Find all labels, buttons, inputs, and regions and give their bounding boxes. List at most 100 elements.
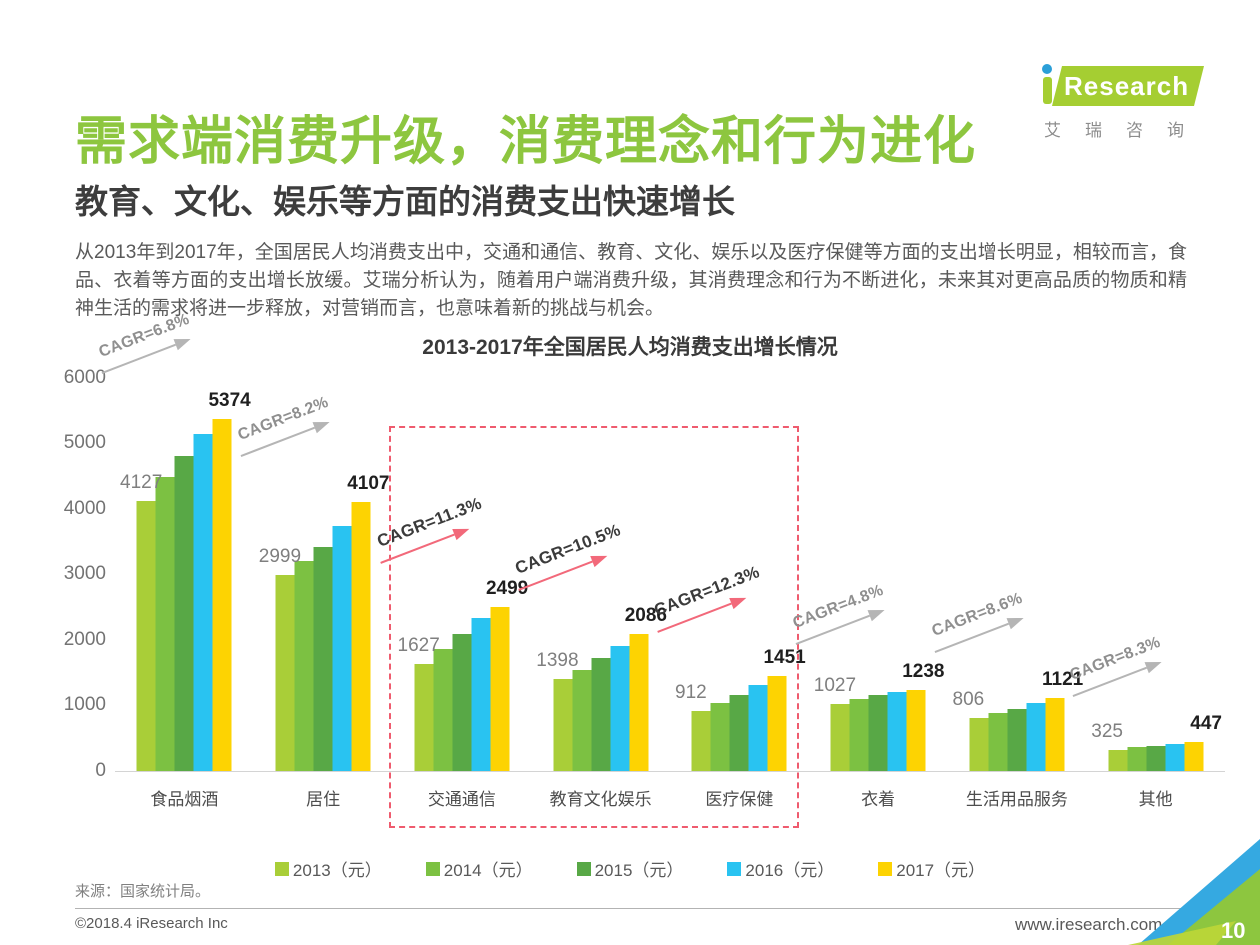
cagr-arrow-icon xyxy=(101,338,191,374)
cagr-arrow-icon xyxy=(934,617,1024,653)
plot-area: 4127 5374 CAGR=6.8% 2999 4107 CAGR=8.2% 1627 24… xyxy=(97,311,1225,772)
logo-i-dot-icon xyxy=(1042,64,1052,74)
cagr-arrow-icon xyxy=(795,609,885,645)
x-axis-label: 食品烟酒 xyxy=(150,790,219,809)
logo-i-stem-icon xyxy=(1043,77,1052,104)
bar xyxy=(553,679,573,771)
bar xyxy=(767,676,787,771)
cagr-arrow-icon xyxy=(518,555,608,591)
legend-swatch-icon xyxy=(274,861,289,876)
bar xyxy=(729,695,749,771)
cagr-arrow-icon xyxy=(1072,661,1162,697)
bar-cluster xyxy=(830,690,926,771)
cagr-arrow-icon xyxy=(240,421,330,457)
value-label-last-year: 1451 xyxy=(763,647,806,668)
legend-item: 2015（元） xyxy=(576,856,683,881)
value-label-last-year: 4107 xyxy=(347,473,390,494)
cagr-annotation: CAGR=10.5% xyxy=(513,506,667,595)
bar xyxy=(313,547,333,771)
bar xyxy=(1108,750,1128,771)
bar xyxy=(351,502,371,771)
value-label-last-year: 5374 xyxy=(208,390,251,411)
bar-cluster xyxy=(414,607,510,771)
chart-legend: 2013（元） 2014（元） 2015（元） 2016（元） 2017（元） xyxy=(0,856,1260,881)
cagr-arrow-icon xyxy=(657,597,747,633)
page-title: 需求端消费升级，消费理念和行为进化 xyxy=(75,112,977,171)
bar xyxy=(433,649,453,771)
bar xyxy=(174,456,194,771)
bar xyxy=(969,718,989,771)
logo-brand-text: Research xyxy=(1064,71,1190,101)
cagr-annotation: CAGR=8.2% xyxy=(235,374,388,461)
logo-banner: Research xyxy=(1052,66,1204,106)
bar-cluster xyxy=(553,634,649,771)
value-label-last-year: 2086 xyxy=(624,605,667,626)
cagr-annotation: CAGR=4.8% xyxy=(790,562,943,649)
value-label-first-year: 912 xyxy=(675,682,707,703)
x-axis-label: 教育文化娱乐 xyxy=(549,790,652,809)
value-label-first-year: 1398 xyxy=(536,650,579,671)
bar xyxy=(1007,709,1027,771)
bar xyxy=(1127,747,1147,771)
footer-copyright: ©2018.4 iResearch Inc xyxy=(75,915,228,932)
value-label-first-year: 1627 xyxy=(397,635,440,656)
cagr-annotation: CAGR=12.3% xyxy=(652,548,806,637)
legend-label: 2014（元） xyxy=(443,861,533,880)
bar xyxy=(155,477,175,771)
bar xyxy=(193,434,213,771)
page-subtitle: 教育、文化、娱乐等方面的消费支出快速增长 xyxy=(75,183,735,221)
bar xyxy=(849,699,869,771)
bar xyxy=(136,501,156,771)
bar xyxy=(332,526,352,771)
bar xyxy=(988,713,1008,771)
chart-title: 2013-2017年全国居民人均消费支出增长情况 xyxy=(422,336,838,359)
bar xyxy=(414,664,434,771)
legend-item: 2014（元） xyxy=(425,856,533,881)
bar xyxy=(906,690,926,771)
bar xyxy=(591,658,611,771)
legend-label: 2013（元） xyxy=(292,861,382,880)
cagr-annotation: CAGR=11.3% xyxy=(374,479,528,568)
legend-swatch-icon xyxy=(727,861,742,876)
footer-website-link[interactable]: www.iresearch.com.cn xyxy=(1014,915,1185,934)
bar xyxy=(748,685,768,771)
body-paragraph: 从2013年到2017年，全国居民人均消费支出中，交通和通信、教育、文化、娱乐以… xyxy=(75,242,1187,319)
cagr-arrow-icon xyxy=(379,528,469,564)
legend-item: 2017（元） xyxy=(878,856,985,881)
x-axis-labels: 食品烟酒 居住 交通通信 教育文化娱乐 医疗保健 衣着 生活用品服务 其他 xyxy=(115,785,1225,810)
page-number: 10 xyxy=(1221,918,1245,943)
iresearch-logo: Research 艾瑞咨询 xyxy=(1040,60,1210,150)
legend-swatch-icon xyxy=(878,861,893,876)
legend-label: 2017（元） xyxy=(896,861,986,880)
legend-item: 2013（元） xyxy=(274,856,382,881)
value-label-first-year: 2999 xyxy=(258,546,302,567)
value-label-last-year: 1238 xyxy=(902,661,945,682)
bar xyxy=(452,634,472,771)
y-axis-tick-label: 5000 xyxy=(63,432,106,453)
bar xyxy=(691,711,711,771)
bar-cluster xyxy=(691,676,787,771)
value-label-last-year: 2499 xyxy=(485,578,529,599)
legend-swatch-icon xyxy=(425,861,440,876)
legend-label: 2016（元） xyxy=(745,861,835,880)
x-axis-label: 居住 xyxy=(306,790,341,809)
bar xyxy=(1026,703,1046,771)
value-label-first-year: 4127 xyxy=(120,472,163,493)
x-axis-label: 交通通信 xyxy=(427,790,496,809)
value-label-first-year: 1027 xyxy=(813,675,857,696)
bar-group: 4127 5374 CAGR=6.8% xyxy=(97,311,254,771)
corner-green-triangle xyxy=(1168,869,1260,945)
cagr-annotation: CAGR=8.3% xyxy=(1068,614,1221,701)
bar xyxy=(490,607,510,771)
bar xyxy=(1165,744,1185,771)
bar xyxy=(471,618,491,771)
corner-lightgreen-triangle xyxy=(1128,921,1236,945)
bar xyxy=(629,634,649,771)
bar-group: 1027 1238 CAGR=4.8% xyxy=(790,378,948,771)
bar-cluster xyxy=(1108,742,1204,771)
bar-group: 1398 2086 CAGR=10.5% xyxy=(513,378,670,771)
bar xyxy=(212,419,232,771)
y-axis-tick-label: 2000 xyxy=(63,629,106,650)
corner-decoration: 10 xyxy=(1128,839,1260,945)
